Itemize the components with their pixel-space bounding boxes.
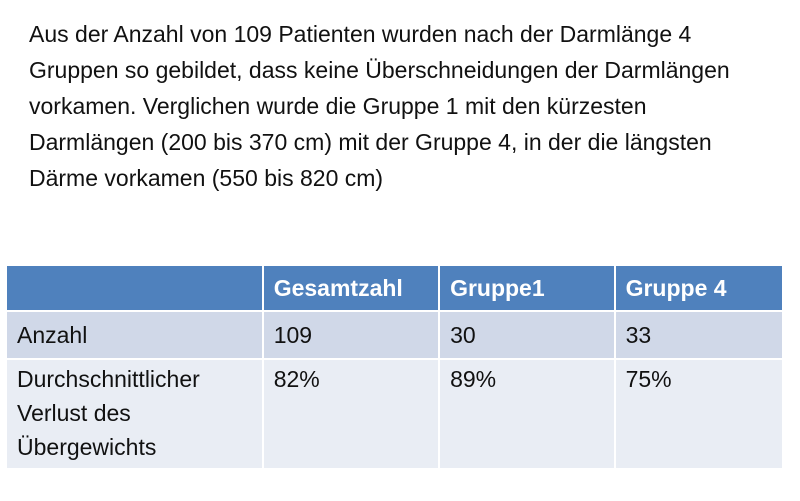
row-label-anzahl: Anzahl — [7, 312, 264, 360]
header-cell-gruppe4: Gruppe 4 — [615, 266, 782, 312]
intro-paragraph: Aus der Anzahl von 109 Patienten wurden … — [29, 21, 730, 191]
cell-verlust-gesamtzahl: 82% — [263, 360, 441, 470]
cell-anzahl-gesamtzahl: 109 — [263, 312, 441, 360]
row-label-verlust: Durchschnittlicher Verlust des Übergewic… — [7, 360, 264, 470]
header-cell-empty — [7, 266, 264, 312]
cell-anzahl-gruppe4: 33 — [615, 312, 782, 360]
table-header-row: Gesamtzahl Gruppe1 Gruppe 4 — [7, 266, 782, 312]
cell-verlust-gruppe1: 89% — [440, 360, 616, 470]
table-row-anzahl: Anzahl 109 30 33 — [7, 312, 782, 360]
header-cell-gesamtzahl: Gesamtzahl — [263, 266, 441, 312]
header-cell-gruppe1: Gruppe1 — [440, 266, 616, 312]
cell-verlust-gruppe4: 75% — [615, 360, 782, 470]
table-row-verlust: Durchschnittlicher Verlust des Übergewic… — [7, 360, 782, 470]
results-table: Gesamtzahl Gruppe1 Gruppe 4 Anzahl 109 3… — [7, 266, 782, 470]
cell-anzahl-gruppe1: 30 — [440, 312, 616, 360]
